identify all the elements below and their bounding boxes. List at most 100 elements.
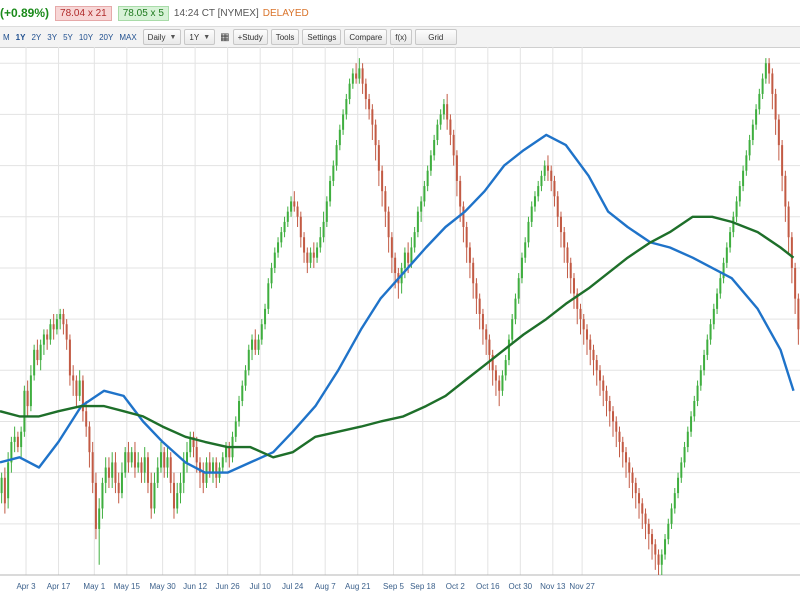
candle-body (794, 267, 797, 299)
candle-body (238, 401, 241, 422)
candle-body (537, 186, 540, 197)
candle-body (335, 145, 338, 166)
candle-body (403, 252, 406, 268)
candle-body (654, 544, 657, 555)
interval-select[interactable]: Daily ▼ (142, 29, 182, 45)
candle-body (198, 462, 202, 473)
candle-body (342, 114, 345, 130)
candle-body (286, 211, 289, 222)
candle-body (179, 482, 182, 494)
candle-body (228, 447, 231, 458)
candle-body (241, 385, 244, 401)
candle-body (781, 145, 784, 176)
candle-body (572, 278, 575, 294)
candle-body (94, 482, 97, 529)
period-select[interactable]: 1Y ▼ (184, 29, 216, 45)
candle-body (706, 339, 709, 355)
range-5y[interactable]: 5Y (63, 32, 73, 42)
candle-body (143, 457, 146, 473)
x-tick-label: May 15 (114, 582, 141, 591)
candle-body (670, 508, 673, 524)
price-chart[interactable]: Apr 3 Apr 17 May 1 May 15 May 30 Jun 12 Jun 26… (0, 47, 800, 600)
candle-body (514, 298, 517, 320)
candle-body (634, 482, 637, 494)
candle-body (719, 278, 722, 294)
range-3y[interactable]: 3Y (47, 32, 58, 42)
x-tick-label: Oct 2 (446, 582, 466, 591)
candle-body (195, 447, 198, 463)
candle-body (615, 421, 618, 432)
add-study-button[interactable]: +Study (232, 29, 268, 45)
tools-button[interactable]: Tools (270, 29, 300, 45)
calendar-icon[interactable]: ▦ (220, 31, 230, 43)
range-m[interactable]: M (3, 32, 10, 42)
candle-body (472, 262, 475, 284)
x-tick-label: May 30 (149, 582, 176, 591)
candle-body (543, 165, 546, 176)
candle-body (107, 467, 110, 478)
candle-body (117, 482, 120, 494)
candle-body (309, 252, 312, 263)
candle-body (751, 124, 754, 140)
range-max[interactable]: MAX (119, 32, 137, 42)
candle-body (257, 339, 260, 350)
candle-body (527, 221, 530, 243)
grid-button[interactable]: Grid (414, 29, 457, 45)
candle-body (699, 370, 702, 386)
candle-body (481, 314, 484, 330)
candle-body (436, 124, 439, 140)
candle-body (306, 252, 309, 263)
moving-averages (0, 133, 795, 474)
candle-body (729, 232, 732, 248)
candle-body (351, 73, 354, 84)
candle-body (189, 436, 192, 453)
candle-body (322, 221, 325, 238)
candle-body (498, 380, 501, 391)
candle-body (270, 267, 273, 284)
candle-body (303, 237, 306, 253)
range-20y[interactable]: 20Y (99, 32, 114, 42)
candle-body (433, 140, 436, 156)
candle-body (329, 180, 332, 202)
candle-body (176, 493, 179, 509)
candle-body (212, 462, 215, 473)
chevron-down-icon: ▼ (169, 33, 177, 41)
candle-body (59, 314, 62, 320)
settings-button[interactable]: Settings (302, 29, 342, 45)
candle-body (566, 247, 569, 263)
candle-body (244, 370, 247, 386)
candle-body (283, 221, 286, 233)
candle-body (725, 247, 728, 263)
candle-body (462, 206, 465, 227)
range-2y[interactable]: 2Y (31, 32, 42, 42)
candle-body (377, 145, 380, 171)
candle-body (693, 401, 696, 417)
candle-body (592, 349, 595, 361)
range-10y[interactable]: 10Y (78, 32, 94, 42)
range-1y[interactable]: 1Y (15, 32, 26, 42)
bid-badge: 78.04 x 21 (55, 5, 112, 21)
candle-body (683, 447, 686, 463)
candle-body (163, 452, 166, 468)
x-tick-label: Oct 30 (509, 582, 533, 591)
compare-button[interactable]: Compare (344, 29, 388, 45)
candle-body (88, 426, 91, 453)
candle-body (55, 319, 58, 330)
candle-body (585, 329, 588, 340)
function-button[interactable]: f(x) (390, 29, 412, 45)
candle-body (169, 457, 172, 483)
candle-body (761, 78, 764, 94)
candle-body (368, 99, 371, 110)
candle-body (413, 232, 416, 248)
candle-body (299, 216, 302, 238)
candle-body (797, 298, 800, 330)
candle-body (680, 462, 683, 478)
candle-body (559, 216, 562, 233)
candle-body (563, 232, 566, 248)
candle-body (234, 421, 237, 437)
candle-body (150, 482, 153, 509)
x-tick-label: Nov 13 (540, 582, 566, 591)
candle-body (631, 472, 634, 483)
candle-body (120, 472, 123, 494)
quote-bar: (+0.89%) 78.04 x 21 78.05 x 5 14:24 CT [… (0, 0, 800, 26)
